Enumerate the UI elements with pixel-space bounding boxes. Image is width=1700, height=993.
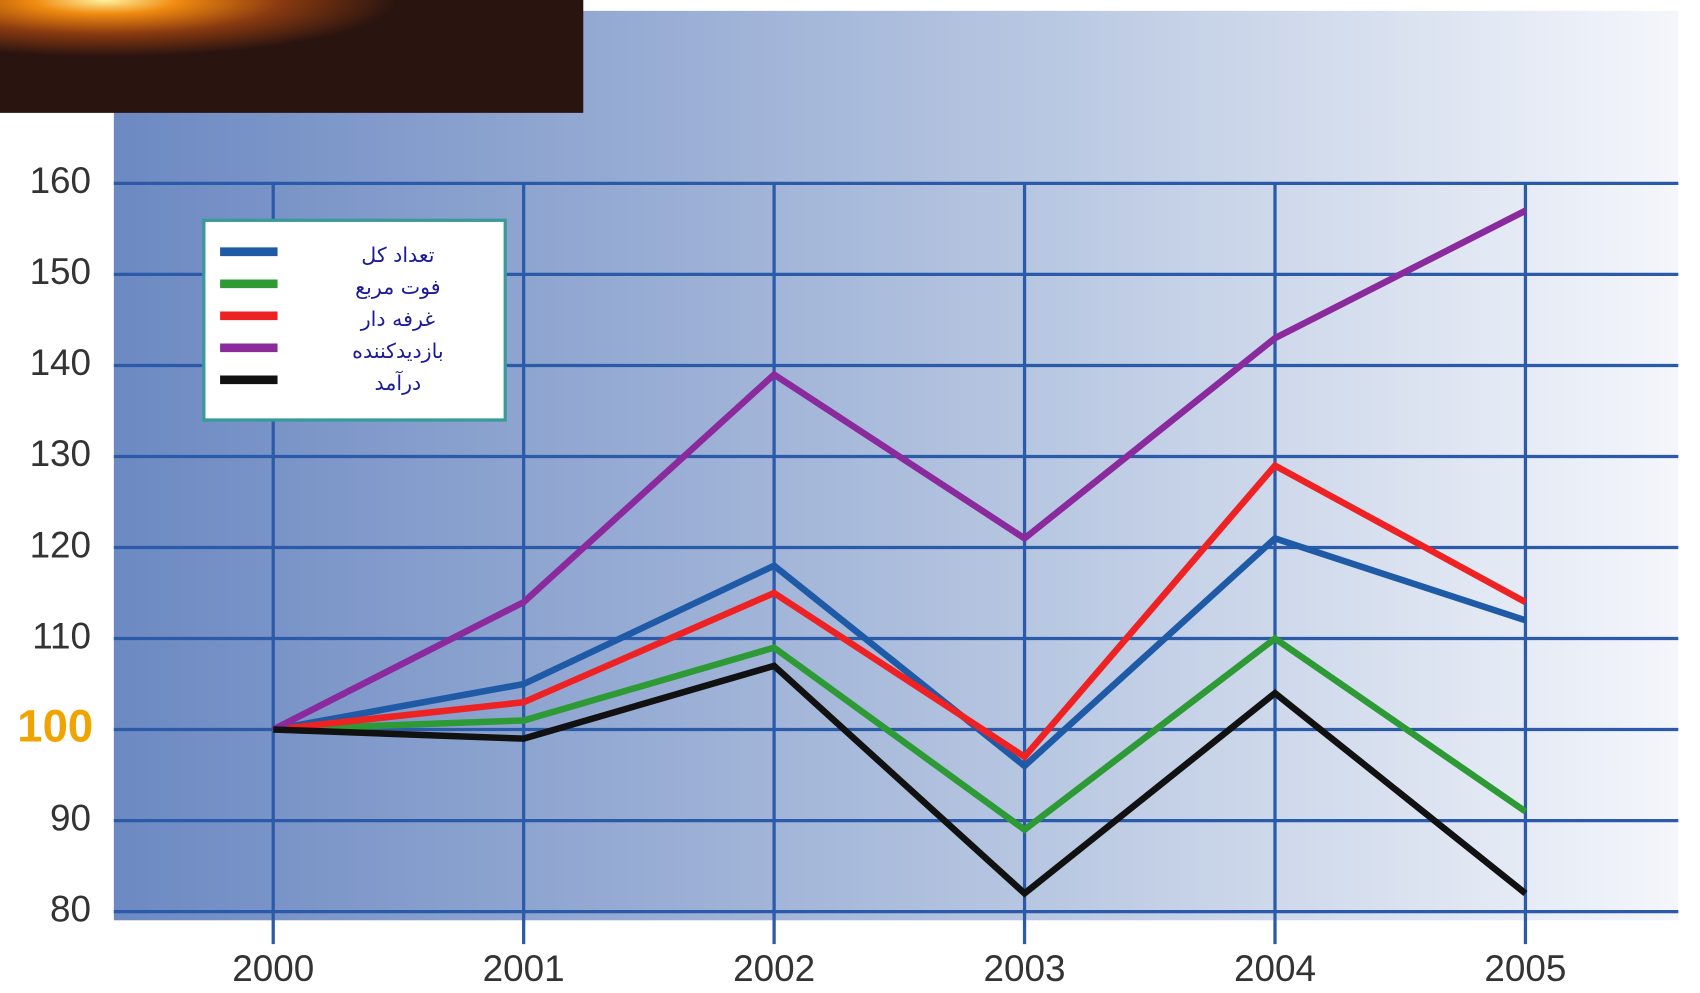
legend-label: تعداد کل <box>361 243 435 267</box>
x-tick-label: 2005 <box>1484 948 1566 989</box>
x-tick-label: 2001 <box>483 948 565 989</box>
x-tick-label: 2002 <box>733 948 815 989</box>
series-line <box>271 207 1527 733</box>
legend-label: غرفه دار <box>360 307 436 331</box>
x-tick-label: 2004 <box>1234 948 1316 989</box>
y-tick-label: 80 <box>50 888 91 929</box>
plot-background <box>113 10 1679 921</box>
y-tick-label: 140 <box>30 342 92 383</box>
legend-label: بازدیدکننده <box>352 339 443 363</box>
legend-label: فوت مربع <box>355 275 440 299</box>
series-line <box>272 534 1527 771</box>
y-tick-label: 160 <box>30 160 92 201</box>
y-tick-label: 90 <box>50 797 91 838</box>
y-tick-label: 120 <box>30 524 92 565</box>
series-line <box>273 662 1528 898</box>
y-tick-label: 110 <box>32 615 91 656</box>
x-tick-label: 2003 <box>984 948 1066 989</box>
y-tick-label: 100 <box>17 701 93 752</box>
series-line <box>273 634 1528 834</box>
y-tick-label: 150 <box>30 251 92 292</box>
legend-label: درآمد <box>375 370 422 395</box>
y-tick-label: 130 <box>30 433 92 474</box>
series-line <box>272 461 1528 762</box>
header-photo <box>0 0 584 113</box>
x-tick-label: 2000 <box>232 948 314 989</box>
